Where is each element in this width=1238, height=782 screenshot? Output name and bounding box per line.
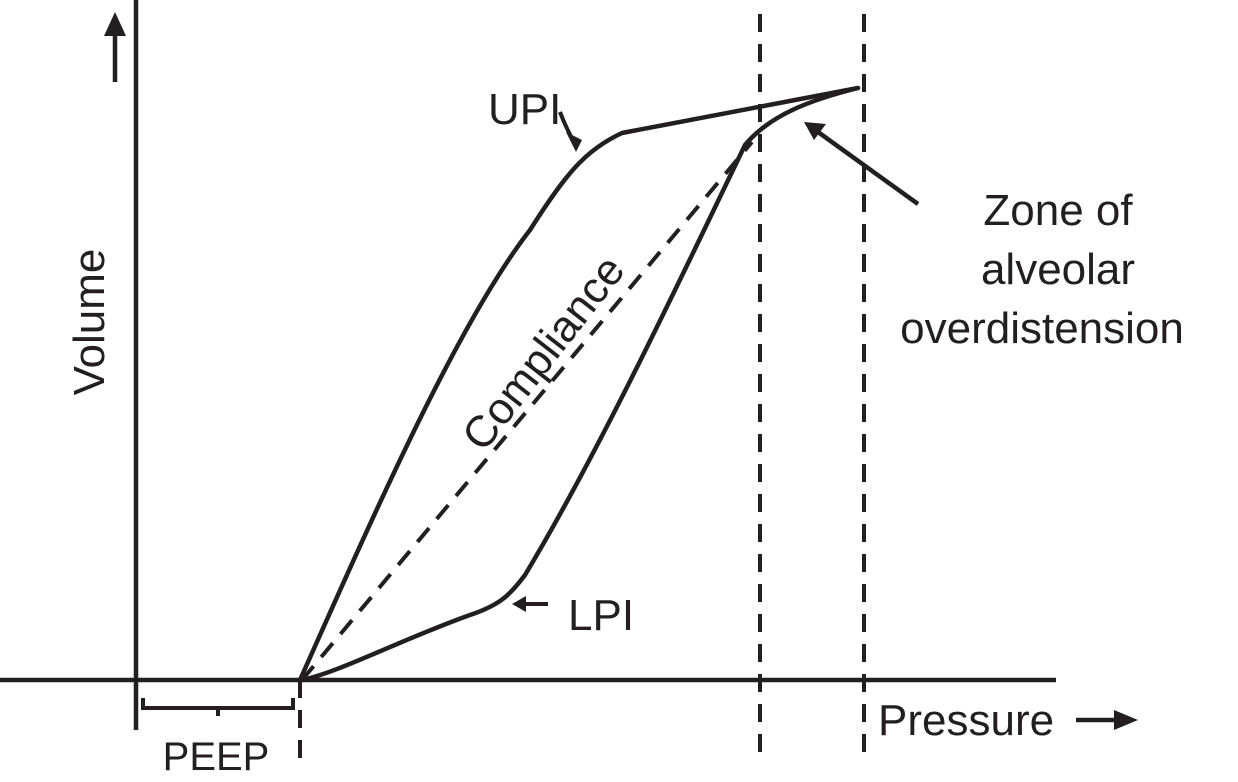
x-axis-label: Pressure [878, 696, 1054, 745]
peep-bracket [141, 698, 295, 716]
inspiratory-limb [297, 85, 861, 683]
zone-label-line-2: alveolar [981, 245, 1135, 294]
lpi-label: LPI [568, 591, 634, 640]
arrow-up-icon [104, 12, 126, 82]
arrow-right-icon [1076, 710, 1138, 730]
zone-label-line-3: overdistension [900, 304, 1184, 353]
zone-label-line-1: Zone of [983, 186, 1133, 235]
expiratory-limb [299, 85, 861, 683]
y-axis-label: Volume [65, 249, 114, 396]
zone-label: Zone of alveolar overdistension [900, 186, 1184, 353]
lpi-pointer-arrow [512, 596, 548, 612]
peep-label: PEEP [163, 735, 270, 779]
compliance-line [300, 140, 754, 682]
zone-pointer-arrow [804, 122, 920, 206]
upi-pointer-arrow [558, 111, 582, 152]
upi-label: UPI [488, 85, 561, 134]
